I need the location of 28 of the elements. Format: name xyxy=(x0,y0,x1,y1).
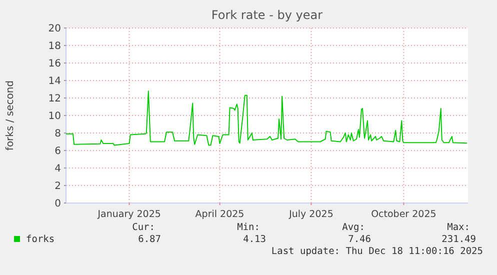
y-tick-label: 6 xyxy=(54,146,61,157)
y-tick-label: 0 xyxy=(54,198,61,210)
y-tick-label: 4 xyxy=(54,164,61,174)
y-tick-label: 12 xyxy=(48,94,61,104)
y-axis-title: forks / second xyxy=(5,80,16,151)
text: Min: xyxy=(237,222,260,233)
text: 6.87 xyxy=(138,234,161,245)
y-tick-label: 18 xyxy=(48,41,61,52)
y-tick-label: 20 xyxy=(48,24,61,34)
line-series xyxy=(66,90,468,146)
text: 4.13 xyxy=(243,234,266,245)
y-tick-label: 8 xyxy=(54,128,61,140)
text: Last update: Thu Dec 18 11:00:16 2025 xyxy=(271,246,483,257)
text: 7.46 xyxy=(348,234,372,245)
chart-title: Fork rate - by year xyxy=(211,8,323,22)
y-tick-label: 14 xyxy=(48,76,61,87)
x-tick-label: January 2025 xyxy=(96,209,161,220)
y-tick-label: 16 xyxy=(48,58,61,70)
text: Cur: xyxy=(132,222,155,233)
text: 231.49 xyxy=(442,234,476,245)
text: Avg: xyxy=(342,222,365,233)
x-tick-label: April 2025 xyxy=(195,209,244,220)
y-tick-label: 10 xyxy=(48,111,61,122)
y-tick-label: 2 xyxy=(54,181,61,192)
x-tick-label: July 2025 xyxy=(288,209,334,220)
text: Max: xyxy=(447,222,470,233)
x-tick-label: October 2025 xyxy=(371,209,436,220)
legend-label: forks xyxy=(26,234,55,245)
